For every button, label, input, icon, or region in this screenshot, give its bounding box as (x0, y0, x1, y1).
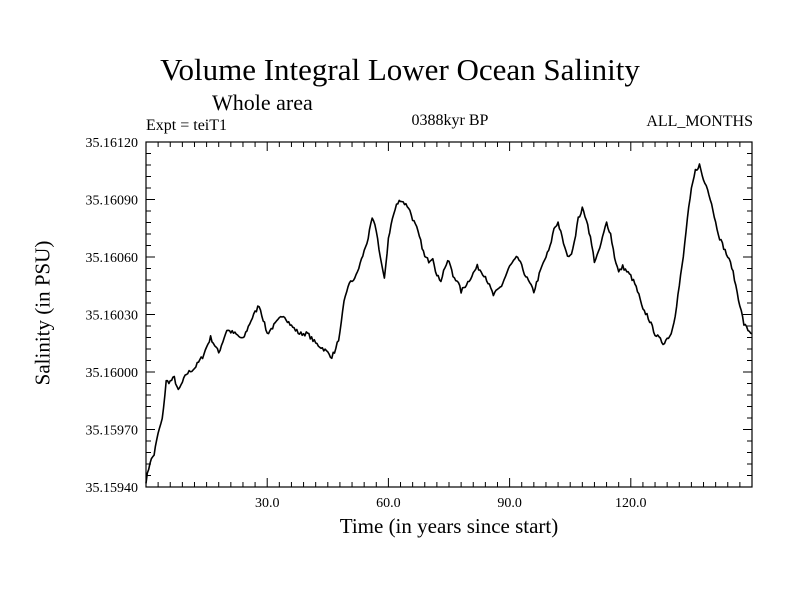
x-tick-label: 30.0 (255, 496, 280, 511)
y-tick-label: 35.16000 (86, 366, 139, 381)
y-tick-label: 35.16090 (86, 194, 139, 209)
x-tick-label: 90.0 (497, 496, 522, 511)
chart-subtitle: Whole area (212, 90, 313, 115)
salinity-series-line (145, 163, 753, 484)
period-label: 0388kyr BP (411, 112, 489, 129)
experiment-label: Expt = teiT1 (146, 117, 228, 134)
plot-frame (145, 141, 753, 488)
x-tick-label: 120.0 (615, 496, 647, 511)
axis-tick-labels: 30.0 60.0 90.0 120.0 35.15940 35.15970 35.1600… (86, 136, 647, 511)
y-tick-label: 35.16030 (86, 309, 139, 324)
months-label: ALL_MONTHS (646, 113, 753, 130)
y-tick-label: 35.16060 (86, 251, 139, 266)
x-tick-label: 60.0 (376, 496, 401, 511)
y-tick-label: 35.15940 (86, 481, 139, 496)
y-tick-label: 35.15970 (86, 424, 139, 439)
y-tick-label: 35.16120 (86, 136, 139, 151)
chart-title: Volume Integral Lower Ocean Salinity (160, 52, 640, 87)
axis-ticks (146, 142, 752, 487)
x-axis-label: Time (in years since start) (339, 514, 559, 538)
